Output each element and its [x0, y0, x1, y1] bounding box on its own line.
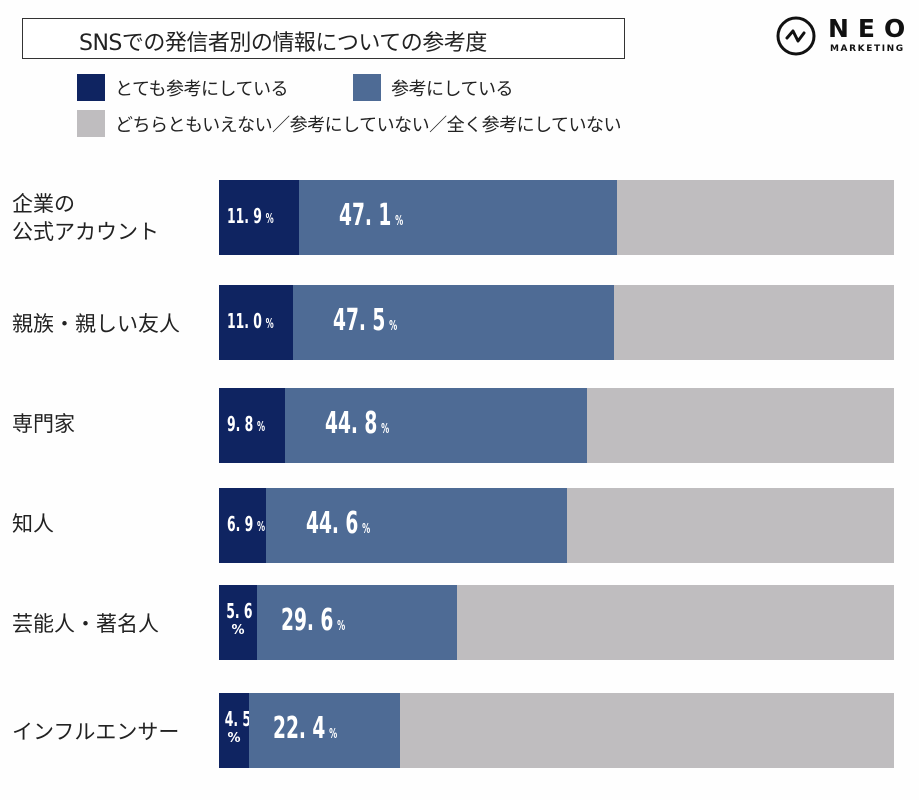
bar-segment-series-1: 47. 5%: [293, 285, 614, 360]
category-label: 親族・親しい友人: [12, 312, 180, 336]
logo-pulse-icon: [776, 16, 816, 56]
bar-segment-series-0: 11. 9%: [219, 180, 299, 255]
bar-segment-series-1: 29. 6%: [257, 585, 457, 660]
data-label: 29. 6%: [281, 603, 346, 638]
data-label: 44. 6%: [306, 506, 371, 541]
stacked-bar: 4. 5% 22. 4%: [219, 693, 894, 768]
legend-swatch: [77, 74, 105, 101]
bar-segment-series-2: [567, 488, 894, 563]
data-label: 47. 5%: [333, 303, 398, 338]
chart-title: SNSでの発信者別の情報についての参考度: [79, 31, 487, 56]
legend-item-helpful: 参考にしている: [353, 74, 513, 101]
bar-segment-series-0: 11. 0%: [219, 285, 293, 360]
stacked-bar: 6. 9% 44. 6%: [219, 488, 894, 563]
category-label: 専門家: [12, 412, 75, 436]
bar-segment-series-0: 6. 9%: [219, 488, 266, 563]
legend-swatch: [353, 74, 381, 101]
data-label: 11. 9%: [227, 204, 274, 228]
category-label: 企業の 公式アカウント: [12, 192, 159, 244]
category-label: 知人: [12, 512, 54, 536]
bar-segment-series-2: [587, 388, 894, 463]
legend-label: とても参考にしている: [115, 78, 289, 100]
stacked-bar: 5. 6% 29. 6%: [219, 585, 894, 660]
data-label: 6. 9%: [227, 512, 266, 536]
legend-label: どちらともいえない／参考にしていない／全く参考にしていない: [115, 114, 622, 136]
bar-segment-series-0: 9. 8%: [219, 388, 285, 463]
stacked-bar: 9. 8% 44. 8%: [219, 388, 894, 463]
data-label: 9. 8%: [227, 412, 266, 436]
data-label: 44. 8%: [325, 406, 390, 441]
bar-segment-series-0: 5. 6%: [219, 585, 257, 660]
neo-marketing-logo: NEO MARKETING: [776, 14, 916, 59]
stacked-bar: 11. 9% 47. 1%: [219, 180, 894, 255]
category-label: 芸能人・著名人: [12, 612, 159, 636]
logo-subtitle: MARKETING: [830, 44, 905, 54]
legend-item-very-helpful: とても参考にしている: [77, 74, 289, 101]
legend-item-other: どちらともいえない／参考にしていない／全く参考にしていない: [77, 110, 622, 137]
bar-segment-series-1: 44. 8%: [285, 388, 587, 463]
legend-label: 参考にしている: [391, 78, 513, 100]
data-label: 5. 6%: [226, 599, 253, 638]
bar-segment-series-2: [614, 285, 894, 360]
data-label: 22. 4%: [273, 711, 338, 746]
bar-segment-series-0: 4. 5%: [219, 693, 251, 768]
stacked-bar: 11. 0% 47. 5%: [219, 285, 894, 360]
bar-segment-series-1: 44. 6%: [266, 488, 567, 563]
category-label: インフルエンサー: [12, 720, 180, 744]
bar-segment-series-2: [617, 180, 894, 255]
logo-text: NEO: [828, 14, 915, 43]
data-label: 47. 1%: [339, 198, 404, 233]
bar-segment-series-2: [400, 693, 894, 768]
legend-swatch: [77, 110, 105, 137]
bar-segment-series-1: 47. 1%: [299, 180, 617, 255]
bar-segment-series-1: 22. 4%: [249, 693, 400, 768]
data-label: 4. 5%: [224, 707, 251, 746]
chart-title-box: SNSでの発信者別の情報についての参考度: [22, 18, 625, 59]
data-label: 11. 0%: [227, 309, 274, 333]
bar-segment-series-2: [457, 585, 894, 660]
